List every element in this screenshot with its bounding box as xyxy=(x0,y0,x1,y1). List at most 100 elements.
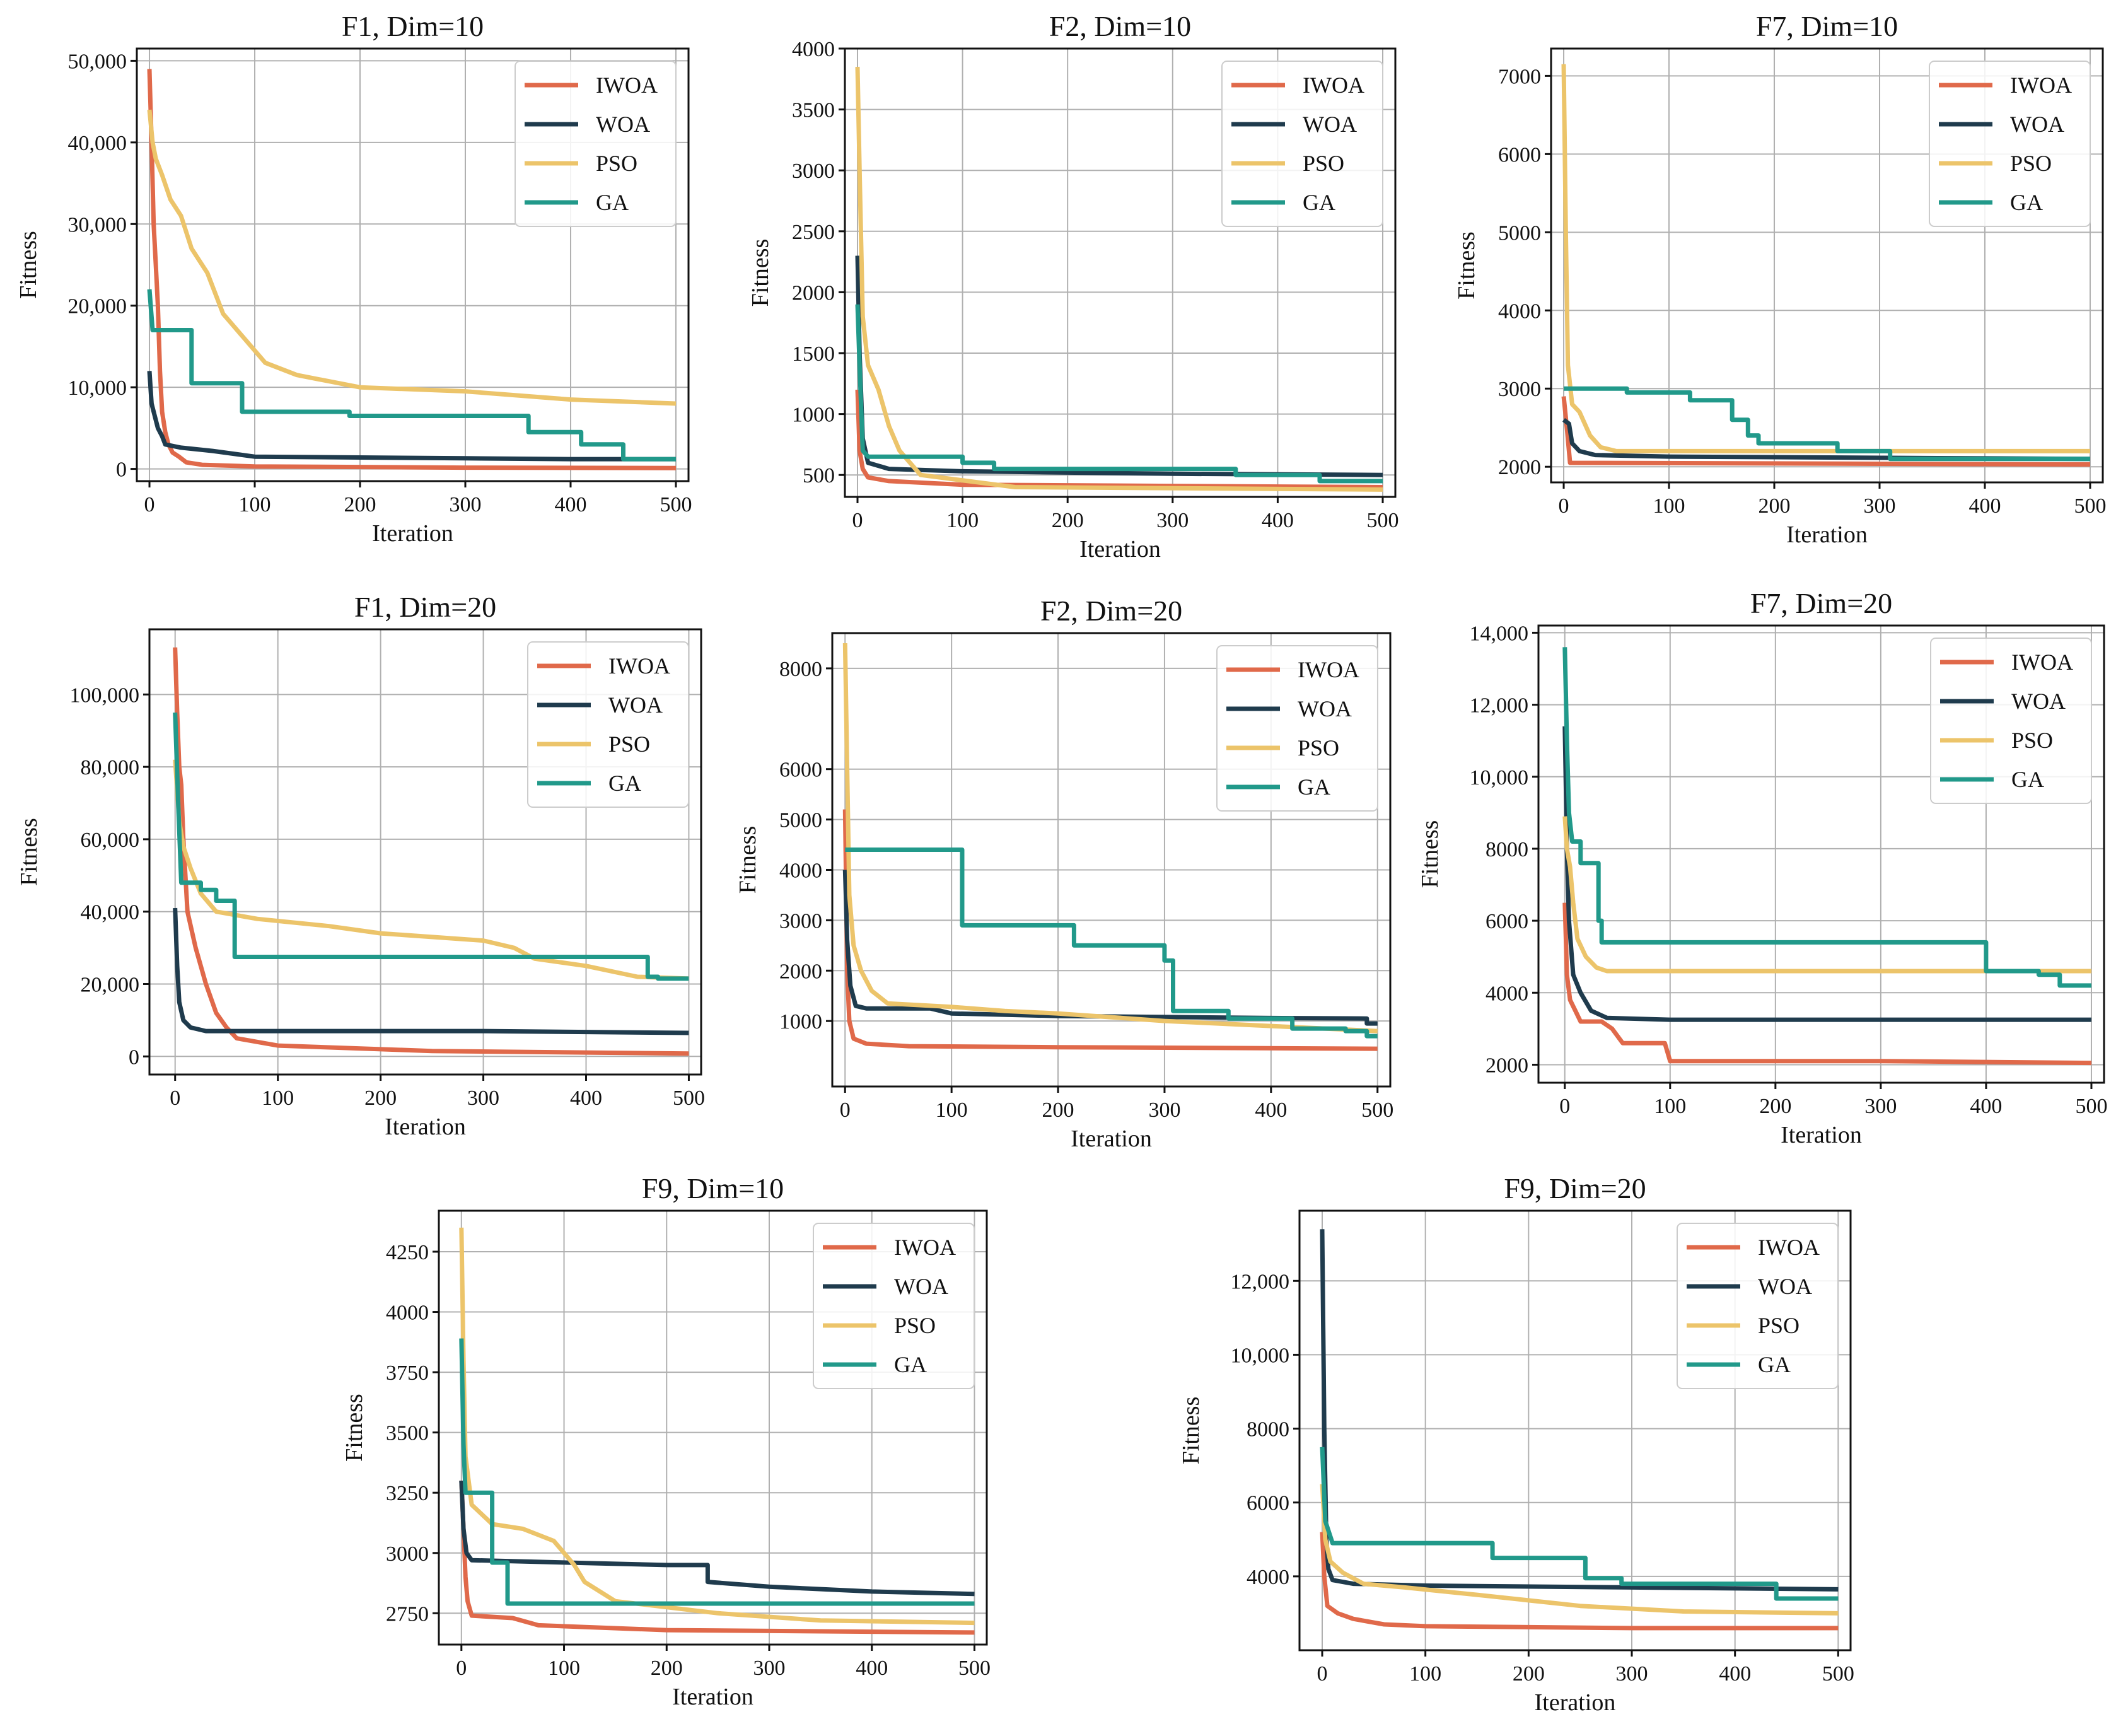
y-tick-label: 12,000 xyxy=(1231,1270,1290,1293)
series-line-ga xyxy=(845,848,1378,1039)
legend: IWOA WOA PSO GA xyxy=(813,1223,975,1389)
y-tick-label: 4000 xyxy=(1247,1566,1289,1589)
series-group xyxy=(147,69,677,470)
y-tick-label: 3500 xyxy=(386,1422,429,1445)
legend: IWOA WOA PSO GA xyxy=(1216,645,1378,812)
chart-f2_d10: 0 100 200 300 400 500 500 1000 1500 2000 2500 3000 3… xyxy=(747,10,1399,562)
y-tick-label: 0 xyxy=(116,458,127,482)
y-tick-label: 3000 xyxy=(779,909,822,933)
series-line-pso xyxy=(1562,816,2091,974)
legend-label: GA xyxy=(894,1352,927,1377)
legend-label: PSO xyxy=(1303,151,1344,176)
series-group xyxy=(173,647,689,1056)
y-tick-label: 1000 xyxy=(779,1010,822,1034)
legend-label: IWOA xyxy=(2011,650,2073,675)
chart-f2_d20: 0 100 200 300 400 500 1000 2000 3000 4000 5000 6000… xyxy=(735,595,1393,1152)
chart-title: F2, Dim=10 xyxy=(1049,10,1191,42)
legend-label: GA xyxy=(2010,190,2043,215)
legend-label: GA xyxy=(1298,774,1330,800)
y-axis-label: Fitness xyxy=(1417,820,1443,888)
y-tick-label: 4000 xyxy=(1486,982,1528,1005)
legend-label: WOA xyxy=(596,112,650,137)
legend-label: GA xyxy=(596,190,629,215)
y-axis-label: Fitness xyxy=(1178,1397,1204,1465)
plot-frame xyxy=(438,1209,988,1646)
series-line-pso xyxy=(842,643,1378,1034)
y-tick-label: 5000 xyxy=(779,809,822,832)
legend-box xyxy=(1677,1223,1839,1389)
x-tick-label: 200 xyxy=(1759,494,1791,518)
y-axis-label: Fitness xyxy=(16,818,42,886)
y-tick-label: 80,000 xyxy=(81,756,140,779)
x-tick-label: 300 xyxy=(1863,494,1895,518)
chart-title: F7, Dim=10 xyxy=(1756,10,1898,42)
legend-box xyxy=(1221,61,1383,227)
y-tick-label: 4250 xyxy=(386,1241,429,1264)
x-tick-label: 200 xyxy=(1759,1095,1791,1118)
series-line-ga xyxy=(1564,386,2090,462)
x-tick-label: 500 xyxy=(1361,1098,1393,1122)
series-line-ga xyxy=(1320,1447,1839,1601)
x-axis-label: Iteration xyxy=(672,1684,753,1710)
y-tick-label: 100,000 xyxy=(70,684,140,707)
x-tick-label: 0 xyxy=(456,1657,467,1680)
y-axis-label: Fitness xyxy=(747,239,774,307)
legend-box xyxy=(1216,645,1378,812)
legend-box xyxy=(515,61,677,227)
series-group xyxy=(1561,64,2091,467)
y-tick-label: 3000 xyxy=(792,160,835,183)
y-tick-label: 2000 xyxy=(792,281,835,305)
x-tick-label: 400 xyxy=(1255,1098,1287,1122)
legend: IWOA WOA PSO GA xyxy=(1930,638,2092,804)
plot-frame xyxy=(844,47,1397,498)
y-tick-label: 10,000 xyxy=(1231,1344,1290,1367)
legend-label: PSO xyxy=(2010,151,2052,176)
x-tick-label: 300 xyxy=(753,1657,786,1680)
series-line-iwoa xyxy=(855,389,1383,489)
x-axis-label: Iteration xyxy=(1535,1689,1616,1716)
legend-label: WOA xyxy=(894,1274,948,1299)
series-group xyxy=(1562,647,2092,1066)
legend-label: IWOA xyxy=(1303,73,1364,98)
y-tick-label: 2500 xyxy=(792,221,835,244)
legend-label: IWOA xyxy=(894,1235,956,1260)
legend-label: PSO xyxy=(1758,1313,1799,1338)
y-tick-label: 12,000 xyxy=(1470,694,1529,718)
series-line-pso xyxy=(1320,1484,1839,1616)
x-tick-label: 100 xyxy=(1654,1095,1686,1118)
y-tick-label: 3500 xyxy=(792,99,835,122)
x-tick-label: 0 xyxy=(852,509,863,532)
legend-label: IWOA xyxy=(1758,1235,1820,1260)
x-tick-label: 500 xyxy=(1367,509,1399,532)
x-tick-label: 500 xyxy=(1822,1662,1854,1686)
x-tick-label: 300 xyxy=(1148,1098,1180,1122)
x-tick-label: 0 xyxy=(1559,1095,1570,1118)
chart-title: F7, Dim=20 xyxy=(1750,587,1892,619)
x-tick-label: 400 xyxy=(1262,509,1294,532)
x-tick-label: 400 xyxy=(554,493,586,516)
y-tick-label: 6000 xyxy=(1486,910,1528,933)
y-tick-label: 8000 xyxy=(779,658,822,681)
y-tick-label: 4000 xyxy=(386,1302,429,1325)
y-tick-label: 10,000 xyxy=(68,376,127,400)
x-tick-label: 300 xyxy=(1156,509,1189,532)
x-tick-label: 500 xyxy=(958,1657,991,1680)
legend-label: GA xyxy=(1758,1352,1791,1377)
series-line-ga xyxy=(173,712,689,981)
x-tick-label: 500 xyxy=(660,493,692,516)
y-axis-label: Fitness xyxy=(735,826,761,894)
x-tick-label: 400 xyxy=(1968,494,2001,518)
y-tick-label: 30,000 xyxy=(68,213,127,236)
x-tick-label: 100 xyxy=(262,1086,294,1110)
x-tick-label: 100 xyxy=(946,509,979,532)
legend-box xyxy=(1929,61,2091,227)
series-line-woa xyxy=(1562,726,2091,1022)
grid xyxy=(1538,626,2104,1083)
y-tick-label: 4000 xyxy=(779,859,822,882)
series-line-ga xyxy=(459,1338,975,1606)
legend-label: PSO xyxy=(1298,735,1339,760)
x-tick-label: 100 xyxy=(239,493,271,516)
chart-title: F2, Dim=20 xyxy=(1040,595,1182,627)
x-axis-label: Iteration xyxy=(1079,536,1161,562)
